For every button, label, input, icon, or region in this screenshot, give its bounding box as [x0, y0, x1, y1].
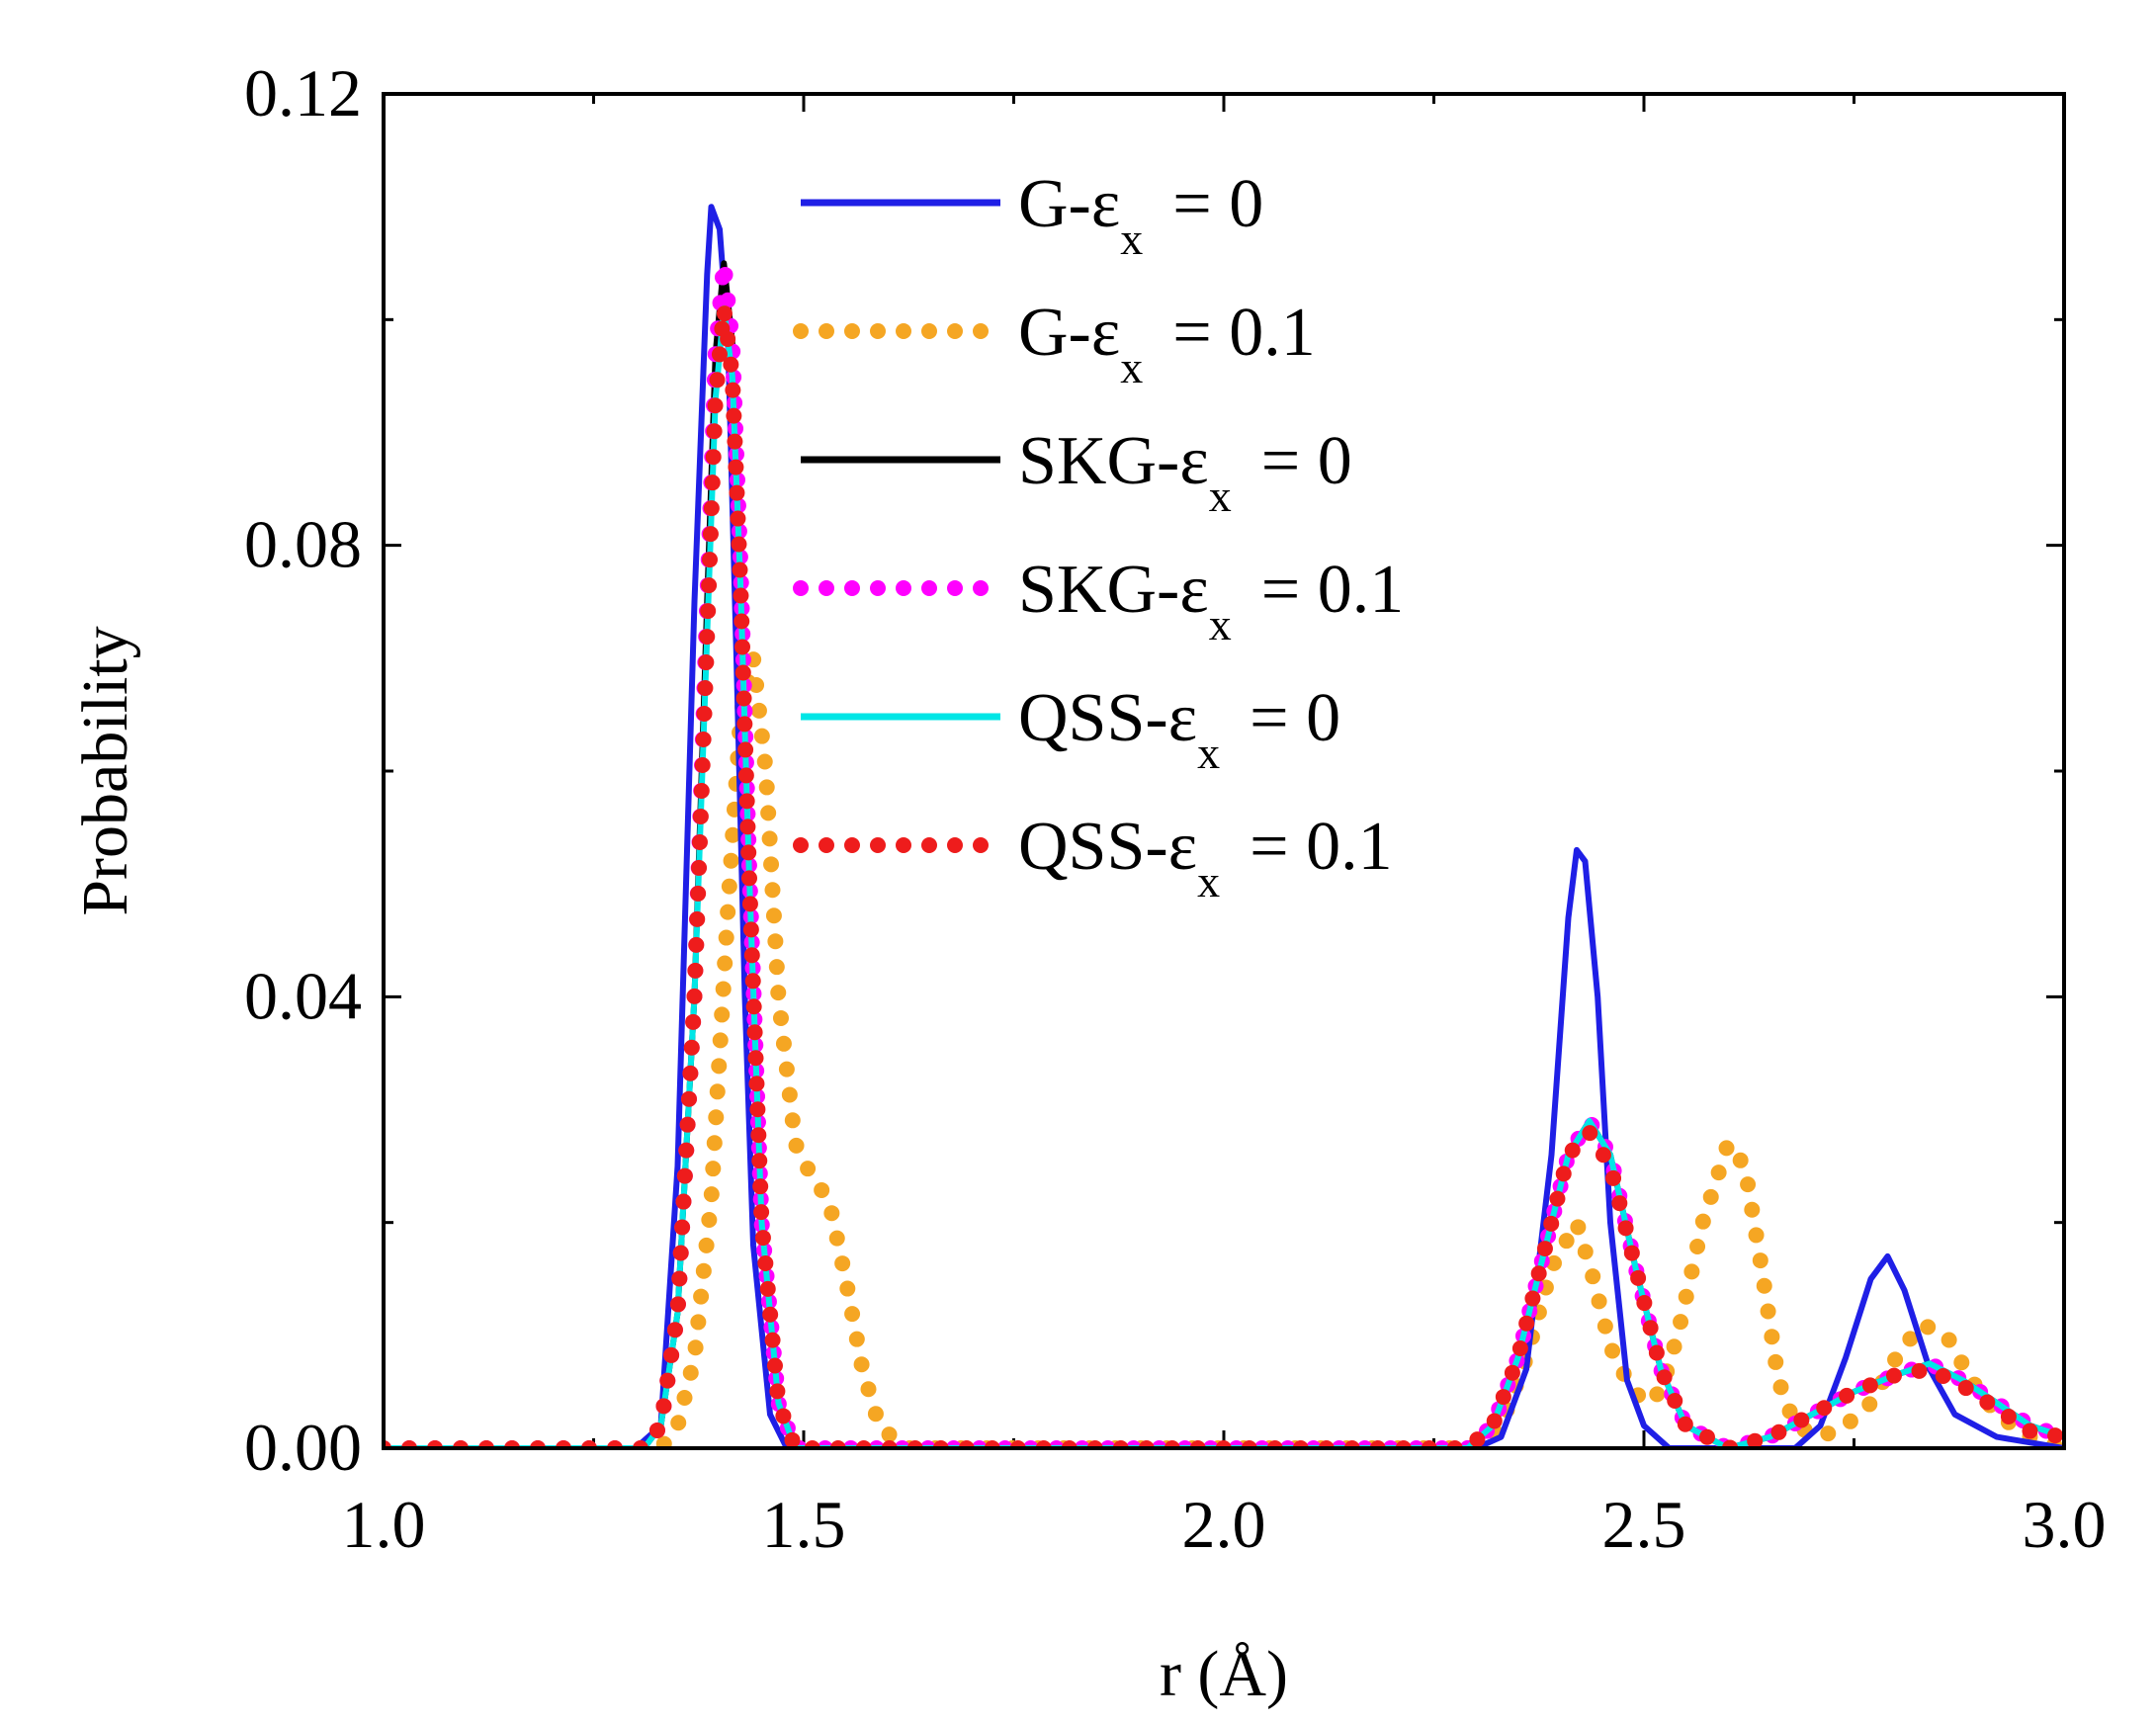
- plot-frame: [382, 92, 2066, 1450]
- legend-label: G-εx = 0: [1018, 166, 1263, 264]
- series-line-qss-x-0-1: [384, 300, 2064, 1448]
- y-tick-label: 0.12: [244, 55, 362, 130]
- legend-entry-g-x-0: G-εx = 0: [801, 166, 1263, 264]
- series-line-g-x-0-1: [384, 649, 2064, 1448]
- y-tick-label: 0.08: [244, 507, 362, 582]
- legend-entry-skg-x-0-1: SKG-εx = 0.1: [793, 552, 1404, 649]
- x-axis-title: r (Å): [1160, 1638, 1288, 1710]
- y-tick-label: 0.00: [244, 1410, 362, 1485]
- x-tick-label: 2.5: [1602, 1487, 1686, 1562]
- y-axis-title: Probability: [69, 626, 141, 915]
- series-line-g-x-0: [384, 204, 2064, 1448]
- legend-label: SKG-εx = 0: [1018, 423, 1352, 521]
- series-layer: [384, 204, 2064, 1448]
- legend-entry-g-x-0-1: G-εx = 0.1: [793, 295, 1316, 392]
- legend-label: QSS-εx = 0: [1018, 680, 1340, 778]
- legend-label: SKG-εx = 0.1: [1018, 552, 1404, 649]
- legend-entry-qss-x-0: QSS-εx = 0: [801, 680, 1340, 778]
- x-tick-label: 1.0: [342, 1487, 426, 1562]
- x-tick-label: 2.0: [1182, 1487, 1266, 1562]
- y-tick-label: 0.04: [244, 958, 362, 1033]
- legend-entry-skg-x-0: SKG-εx = 0: [801, 423, 1352, 521]
- legend: G-εx = 0 G-εx = 0.1 SKG-εx = 0 SKG-εx = 0.1 QSS-…: [793, 166, 1404, 906]
- tick-label-layer: 1.0 1.5 2.0 2.5 3.0 0.00 0.04 0.08 0.12: [244, 55, 2107, 1562]
- legend-entry-qss-x-0-1: QSS-εx = 0.1: [793, 809, 1393, 906]
- series-line-skg-x-0-1: [384, 255, 2064, 1448]
- x-tick-label: 1.5: [762, 1487, 846, 1562]
- x-tick-label: 3.0: [2023, 1487, 2107, 1562]
- legend-label: QSS-εx = 0.1: [1018, 809, 1393, 906]
- series-line-skg-x-0: [384, 260, 2064, 1448]
- legend-label: G-εx = 0.1: [1018, 295, 1316, 392]
